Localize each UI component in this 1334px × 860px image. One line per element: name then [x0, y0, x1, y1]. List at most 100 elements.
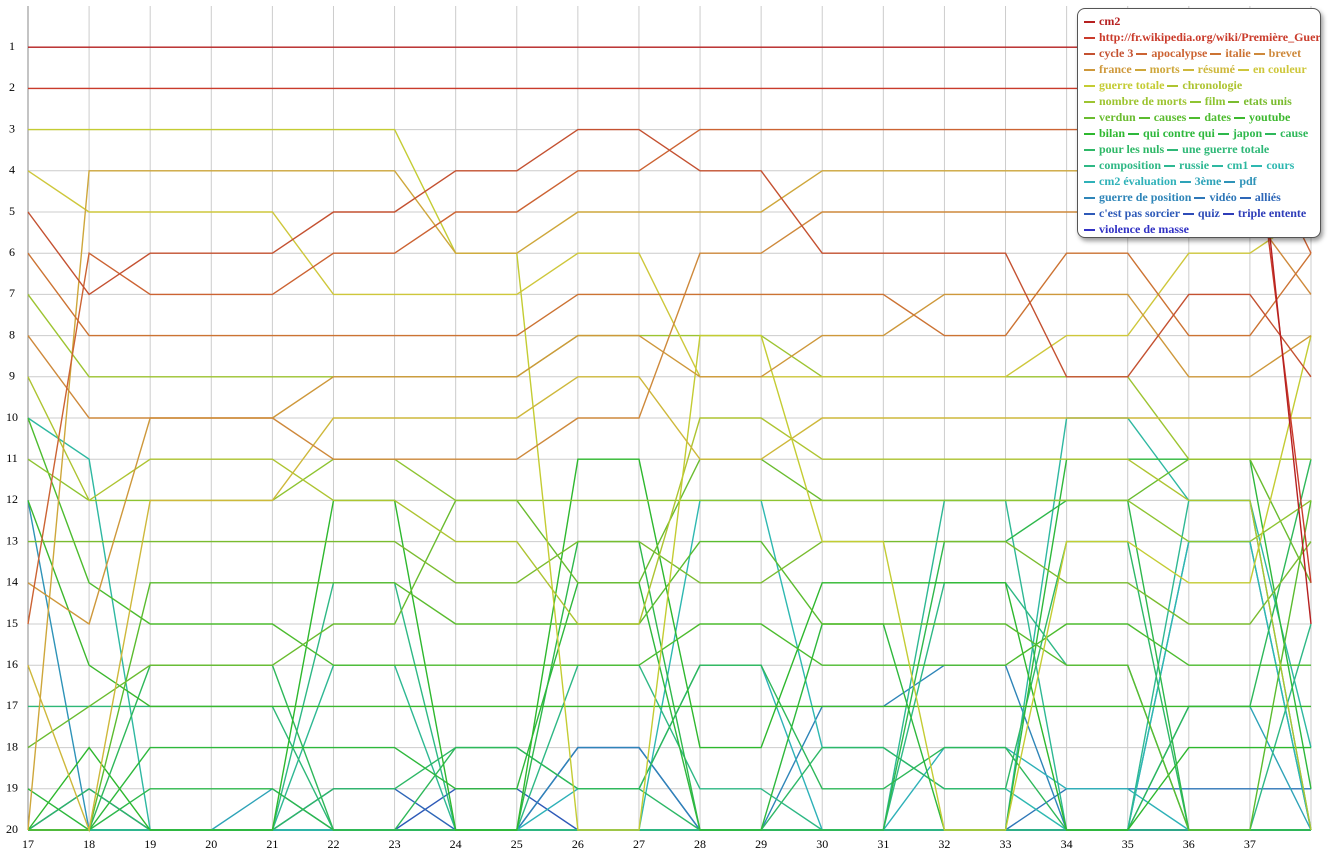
legend-swatch	[1217, 133, 1229, 136]
legend-entry: chronologie	[1167, 78, 1242, 92]
series-line	[27, 500, 1311, 708]
legend-swatch	[1228, 101, 1240, 104]
y-tick-label: 5	[9, 204, 15, 218]
legend-entry: guerre de position	[1084, 190, 1191, 204]
legend-swatch	[1237, 69, 1249, 72]
x-tick-label: 25	[511, 837, 523, 851]
legend-label: dates	[1204, 110, 1232, 124]
legend-label: verdun	[1099, 110, 1136, 124]
y-tick-label: 17	[6, 698, 18, 712]
legend-swatch	[1134, 69, 1146, 72]
legend-entry: causes	[1138, 110, 1186, 124]
y-tick-label: 18	[6, 739, 18, 753]
legend-swatch	[1084, 197, 1095, 200]
legend-label: vidéo	[1209, 190, 1237, 204]
legend-label: japon	[1232, 126, 1263, 140]
legend-label: pour les nuls	[1099, 142, 1165, 156]
x-tick-label: 18	[83, 837, 95, 851]
legend-label: apocalypse	[1151, 46, 1208, 60]
legend-label: 3ème	[1194, 174, 1222, 188]
legend-entry: pour les nuls	[1084, 142, 1164, 156]
legend-swatch	[1189, 117, 1201, 120]
legend-label: qui contre qui	[1143, 126, 1215, 140]
x-tick-label: 26	[572, 837, 584, 851]
legend-swatch	[1251, 165, 1263, 168]
series-line	[27, 170, 1312, 378]
legend-label: cm1	[1227, 158, 1249, 172]
y-tick-label: 4	[9, 163, 15, 177]
legend-label: composition	[1099, 158, 1162, 172]
x-tick-label: 28	[694, 837, 706, 851]
legend-label: quiz	[1197, 206, 1220, 220]
legend-entry: composition	[1084, 158, 1161, 172]
legend-label: guerre totale	[1099, 78, 1165, 92]
legend-label: russie	[1179, 158, 1210, 172]
legend-entry: italie	[1210, 46, 1251, 60]
legend-swatch	[1253, 53, 1265, 56]
series-line	[27, 417, 1311, 666]
legend-label: guerre de position	[1099, 190, 1192, 204]
y-tick-label: 3	[9, 121, 15, 135]
legend-label: cycle 3	[1099, 46, 1134, 60]
legend-swatch	[1164, 165, 1176, 168]
legend-entry: etats unis	[1228, 94, 1292, 108]
series-line	[27, 252, 1312, 337]
legend-entry: alliés	[1239, 190, 1281, 204]
series-line	[27, 376, 1312, 831]
y-tick-label: 12	[6, 492, 18, 506]
y-tick-label: 11	[6, 451, 18, 465]
legend-entry: pdf	[1224, 174, 1257, 188]
legend-entry: quiz	[1182, 206, 1220, 220]
series-line	[28, 705, 1312, 831]
legend-swatch	[1239, 197, 1251, 200]
y-tick-label: 15	[6, 616, 18, 630]
series-line	[27, 376, 1311, 833]
x-tick-label: 35	[1122, 837, 1134, 851]
legend-label: violence de masse	[1099, 222, 1189, 236]
legend-label: brevet	[1268, 46, 1302, 60]
legend-label: chronologie	[1182, 78, 1243, 92]
y-tick-label: 2	[9, 80, 15, 94]
y-tick-label: 9	[9, 369, 15, 383]
y-tick-label: 13	[6, 533, 18, 547]
y-tick-label: 14	[6, 575, 18, 589]
legend-entry: france	[1084, 62, 1132, 76]
legend-label: pdf	[1239, 174, 1257, 188]
legend-label: morts	[1149, 62, 1180, 76]
legend-swatch	[1084, 181, 1095, 184]
legend-label: bilan	[1099, 126, 1126, 140]
legend-swatch	[1084, 133, 1095, 136]
x-tick-label: 24	[450, 837, 462, 851]
series-line	[28, 128, 1312, 831]
legend-label: film	[1204, 94, 1226, 108]
legend-label: c'est pas sorcier	[1099, 206, 1180, 220]
x-tick-label: 21	[266, 837, 278, 851]
legend-entry: verdun	[1084, 110, 1136, 124]
legend-entry: c'est pas sorcier	[1084, 206, 1180, 220]
x-tick-label: 33	[1000, 837, 1012, 851]
legend-swatch	[1084, 229, 1095, 232]
legend-swatch	[1084, 53, 1095, 56]
y-tick-label: 16	[6, 657, 18, 671]
legend-label: résumé	[1197, 62, 1235, 76]
legend-entry: cause	[1265, 126, 1308, 140]
legend-label: alliés	[1254, 190, 1281, 204]
legend-swatch	[1084, 69, 1095, 72]
series-line	[27, 458, 1311, 831]
legend-swatch	[1136, 53, 1148, 56]
legend-swatch	[1138, 117, 1150, 120]
legend-label: nombre de morts	[1099, 94, 1187, 108]
legend-entry: triple entente	[1222, 206, 1306, 220]
legend-swatch	[1189, 101, 1201, 104]
legend-label: youtube	[1249, 110, 1291, 124]
legend-entry: russie	[1164, 158, 1209, 172]
x-tick-label: 31	[877, 837, 889, 851]
legend-label: france	[1099, 62, 1132, 76]
x-tick-label: 22	[327, 837, 339, 851]
y-tick-label: 20	[6, 822, 18, 836]
legend-swatch	[1167, 149, 1179, 152]
legend-entry: bilan	[1084, 126, 1125, 140]
x-tick-label: 37	[1244, 837, 1256, 851]
x-tick-label: 23	[389, 837, 401, 851]
legend-swatch	[1084, 21, 1095, 24]
